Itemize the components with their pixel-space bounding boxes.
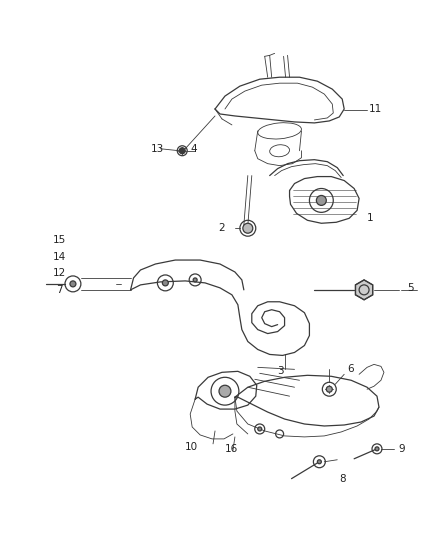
Text: 7: 7 bbox=[56, 285, 63, 295]
Circle shape bbox=[193, 278, 197, 282]
Polygon shape bbox=[356, 280, 373, 300]
Text: 8: 8 bbox=[339, 474, 346, 483]
Text: 14: 14 bbox=[53, 252, 66, 262]
Text: 4: 4 bbox=[190, 144, 197, 154]
Text: 16: 16 bbox=[225, 444, 238, 454]
Circle shape bbox=[70, 281, 76, 287]
Circle shape bbox=[243, 223, 253, 233]
Circle shape bbox=[162, 280, 168, 286]
Text: 10: 10 bbox=[185, 442, 198, 452]
Circle shape bbox=[179, 148, 185, 154]
Circle shape bbox=[326, 386, 332, 392]
Circle shape bbox=[375, 447, 379, 451]
Circle shape bbox=[219, 385, 231, 397]
Text: 9: 9 bbox=[399, 444, 406, 454]
Text: 1: 1 bbox=[367, 213, 374, 223]
Text: 15: 15 bbox=[53, 235, 66, 245]
Circle shape bbox=[318, 460, 321, 464]
Circle shape bbox=[258, 427, 262, 431]
Circle shape bbox=[316, 196, 326, 205]
Text: 13: 13 bbox=[150, 144, 164, 154]
Text: 11: 11 bbox=[369, 104, 382, 114]
Text: 2: 2 bbox=[218, 223, 225, 233]
Text: 6: 6 bbox=[347, 365, 354, 374]
Text: 12: 12 bbox=[53, 268, 66, 278]
Text: 3: 3 bbox=[278, 366, 284, 376]
Text: 5: 5 bbox=[407, 283, 413, 293]
